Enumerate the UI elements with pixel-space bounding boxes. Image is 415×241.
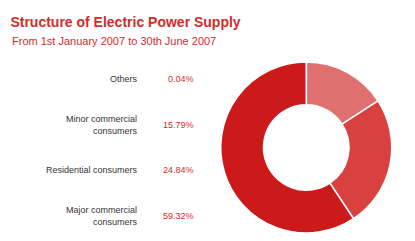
svg-text:Minor commercialconsumers: Minor commercialconsumers [66, 114, 138, 136]
svg-text:Structure of Electric Power Su: Structure of Electric Power Supply [10, 14, 240, 30]
svg-text:Residential consumers: Residential consumers [46, 165, 138, 175]
svg-text:0.04%: 0.04% [168, 74, 194, 84]
svg-text:Major commercialconsumers: Major commercialconsumers [66, 205, 138, 227]
svg-text:Others: Others [110, 74, 138, 84]
svg-text:24.84%: 24.84% [163, 165, 194, 175]
svg-text:From 1st January 2007 to 30th: From 1st January 2007 to 30th June 2007 [12, 35, 216, 47]
svg-text:15.79%: 15.79% [163, 120, 194, 130]
svg-text:59.32%: 59.32% [163, 211, 194, 221]
